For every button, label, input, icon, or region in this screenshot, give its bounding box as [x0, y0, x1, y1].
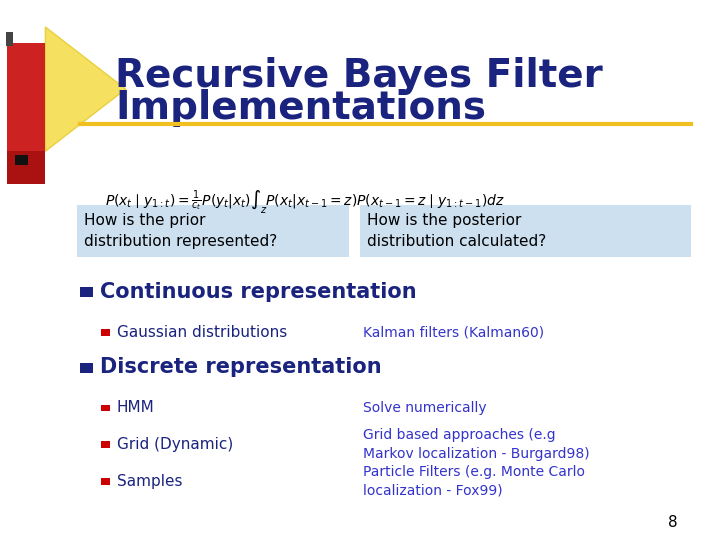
- FancyBboxPatch shape: [102, 478, 109, 485]
- Text: Samples: Samples: [117, 474, 182, 489]
- Text: Particle Filters (e.g. Monte Carlo
localization - Fox99): Particle Filters (e.g. Monte Carlo local…: [363, 465, 585, 497]
- Text: 8: 8: [667, 515, 678, 530]
- Text: Implementations: Implementations: [115, 89, 486, 127]
- Text: How is the prior
distribution represented?: How is the prior distribution represente…: [84, 213, 277, 249]
- FancyBboxPatch shape: [81, 287, 93, 297]
- FancyBboxPatch shape: [102, 405, 109, 411]
- Text: Kalman filters (Kalman60): Kalman filters (Kalman60): [363, 325, 544, 339]
- Text: Grid based approaches (e.g
Markov localization - Burgard98): Grid based approaches (e.g Markov locali…: [363, 428, 590, 461]
- FancyBboxPatch shape: [6, 32, 12, 46]
- FancyBboxPatch shape: [102, 329, 109, 335]
- FancyBboxPatch shape: [15, 155, 28, 165]
- FancyBboxPatch shape: [359, 205, 691, 256]
- Text: How is the posterior
distribution calculated?: How is the posterior distribution calcul…: [366, 213, 546, 249]
- FancyBboxPatch shape: [7, 151, 45, 184]
- Text: HMM: HMM: [117, 400, 154, 415]
- Text: Gaussian distributions: Gaussian distributions: [117, 325, 287, 340]
- Text: Recursive Bayes Filter: Recursive Bayes Filter: [115, 57, 603, 94]
- FancyBboxPatch shape: [77, 205, 349, 256]
- Text: Solve numerically: Solve numerically: [363, 401, 487, 415]
- FancyBboxPatch shape: [7, 43, 45, 151]
- Text: $P(x_t \mid y_{1:t}) = \frac{1}{c_t} P(y_t|x_t) \int_z P(x_t|x_{t-1}=z) P(x_{t-1: $P(x_t \mid y_{1:t}) = \frac{1}{c_t} P(y…: [104, 189, 505, 216]
- Text: Grid (Dynamic): Grid (Dynamic): [117, 437, 233, 452]
- Text: Discrete representation: Discrete representation: [100, 357, 382, 377]
- Text: Continuous representation: Continuous representation: [100, 281, 416, 302]
- Polygon shape: [45, 27, 126, 151]
- FancyBboxPatch shape: [102, 442, 109, 448]
- FancyBboxPatch shape: [81, 363, 93, 373]
